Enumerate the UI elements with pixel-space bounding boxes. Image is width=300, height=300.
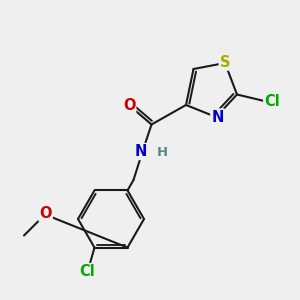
Text: O: O xyxy=(39,206,52,220)
Text: N: N xyxy=(135,144,147,159)
Text: H: H xyxy=(156,146,168,160)
Text: Cl: Cl xyxy=(264,94,280,110)
Text: N: N xyxy=(211,110,224,124)
Text: Cl: Cl xyxy=(79,264,95,279)
Text: S: S xyxy=(220,55,230,70)
Text: O: O xyxy=(123,98,135,113)
